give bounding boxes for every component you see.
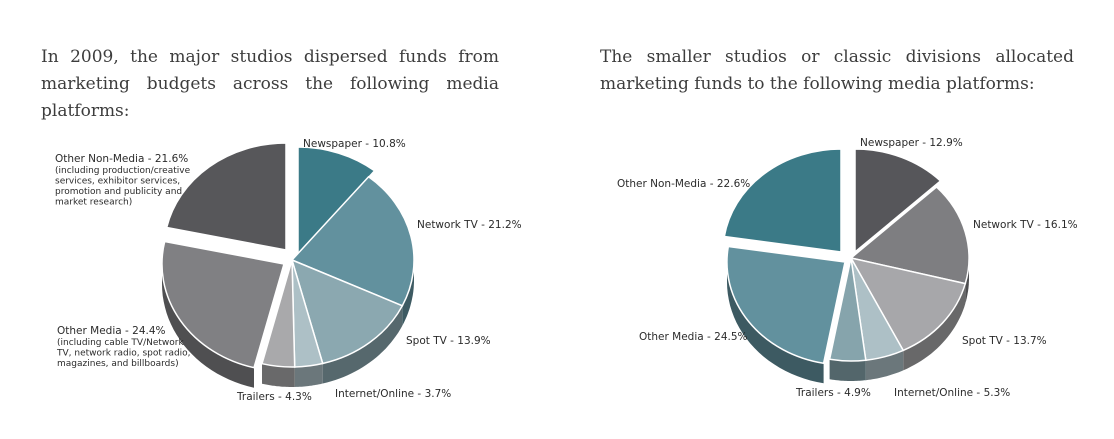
pie-wall-other-media <box>727 262 824 384</box>
slice-label-network-tv: Network TV - 21.2% <box>417 219 522 231</box>
pie-wall-internet-online <box>294 363 323 387</box>
slice-label-other-non-media: Other Non-Media - 22.6% <box>617 178 750 190</box>
pie-slice-other-non-media <box>165 142 287 251</box>
slice-label-spot-tv: Spot TV - 13.7% <box>962 335 1047 347</box>
pie-slice-trailers <box>261 259 296 368</box>
pie-slice-trailers <box>828 257 867 362</box>
pie-slice-other-media <box>161 240 285 369</box>
slice-label-trailers: Trailers - 4.9% <box>795 387 871 399</box>
pie-slice-other-non-media <box>723 148 842 253</box>
pie-wall-trailers <box>262 363 295 387</box>
slice-note-other-media: TV, network radio, spot radio, <box>56 349 191 359</box>
slice-label-newspaper: Newspaper - 12.9% <box>860 137 963 149</box>
pie-slice-network-tv <box>290 175 415 307</box>
slice-note-other-media: (including cable TV/Network <box>57 338 184 348</box>
pie-side-walls <box>727 258 969 384</box>
pie-wall-network-tv <box>965 258 969 304</box>
slice-label-internet-online: Internet/Online - 5.3% <box>894 387 1010 399</box>
slice-label-spot-tv: Spot TV - 13.9% <box>406 335 491 347</box>
pie-wall-spot-tv <box>903 283 966 371</box>
pie-slice-newspaper <box>297 146 376 256</box>
slice-note-other-non-media: (including production/creative <box>55 166 191 176</box>
pie-wall-internet-online <box>865 350 904 381</box>
slice-label-other-media: Other Media - 24.4% <box>57 325 166 337</box>
slice-note-other-non-media: promotion and publicity and <box>55 187 182 197</box>
slice-note-other-media: magazines, and billboards) <box>57 359 179 369</box>
slice-label-network-tv: Network TV - 16.1% <box>973 219 1078 231</box>
pie-wall-other-media <box>162 264 254 388</box>
slice-label-newspaper: Newspaper - 10.8% <box>303 138 406 150</box>
pie-slice-spot-tv <box>290 258 404 365</box>
pie-wall-trailers <box>829 359 866 381</box>
slice-note-other-non-media: market research) <box>55 198 132 208</box>
slice-label-other-non-media: Other Non-Media - 21.6% <box>55 153 188 165</box>
slice-note-other-non-media: services, exhibitor services, <box>55 177 180 187</box>
pie-slice-other-media <box>726 245 846 365</box>
slice-label-internet-online: Internet/Online - 3.7% <box>335 388 451 400</box>
slice-label-trailers: Trailers - 4.3% <box>236 391 312 403</box>
slice-label-other-media: Other Media - 24.5% <box>639 331 748 343</box>
pie-chart-major-studios: Newspaper - 10.8% Network TV - 21.2% Spot … <box>55 138 522 403</box>
pie-wall-spot-tv <box>322 305 403 384</box>
pie-slice-newspaper <box>854 148 942 254</box>
pie-slice-network-tv <box>849 186 970 285</box>
heading-major-studios: In 2009, the major studios dispersed fun… <box>41 47 499 121</box>
pie-slice-spot-tv <box>849 256 967 352</box>
heading-smaller-studios: The smaller studios or classic divisions… <box>600 47 1074 94</box>
